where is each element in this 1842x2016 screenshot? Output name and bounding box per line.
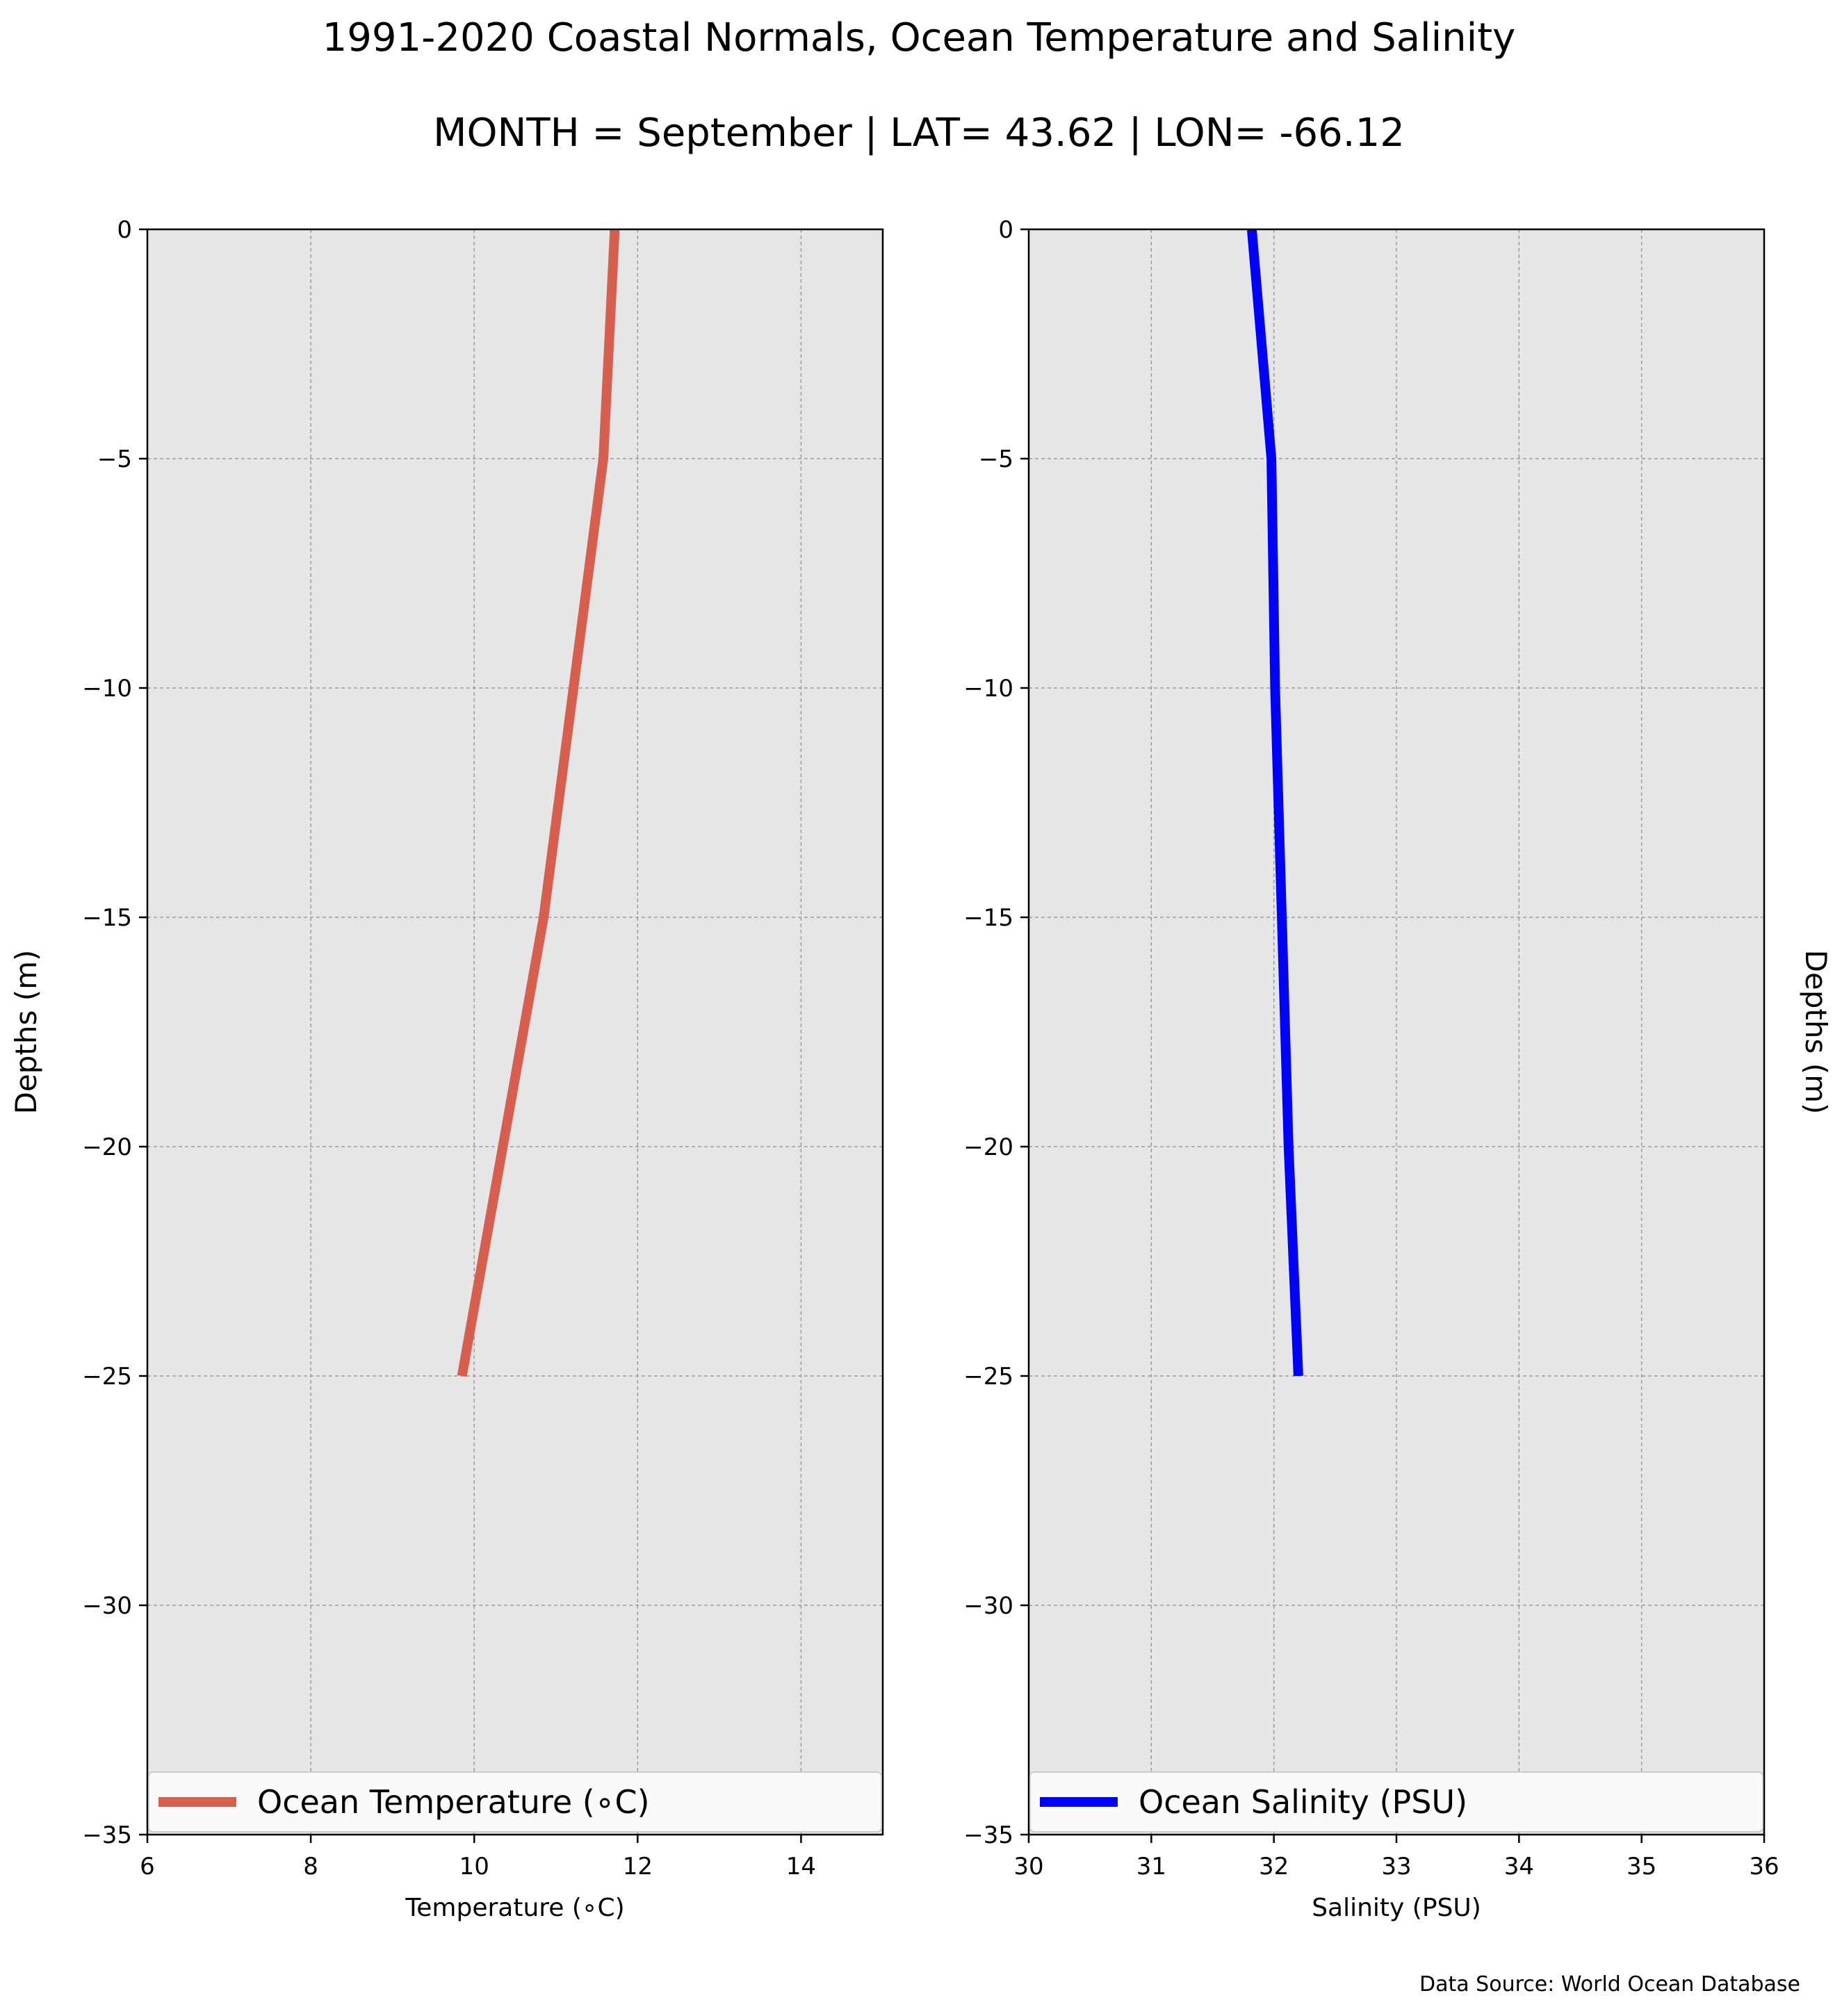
y-tick-label: −30 [82, 1592, 132, 1620]
chart-panel-2: 30 31 32 33 34 35 36 0 −5 −10 −15 −20 −25 −30 −35 Salin… [963, 216, 1833, 1922]
y-tick-label: −20 [82, 1133, 132, 1161]
plot-area [147, 229, 883, 1835]
x-tick-label: 10 [459, 1853, 489, 1880]
x-axis-label: Salinity (PSU) [1312, 1894, 1481, 1922]
x-tick-label: 12 [623, 1853, 653, 1880]
x-tick-label: 6 [140, 1853, 155, 1880]
y-tick-label: −35 [82, 1821, 132, 1849]
y-tick-label: −15 [963, 904, 1013, 932]
x-tick-label: 14 [786, 1853, 816, 1880]
y-tick-label: −5 [97, 445, 132, 473]
y-tick-label: −25 [963, 1363, 1013, 1391]
data-source-note: Data Source: World Ocean Database [1419, 1972, 1800, 1997]
legend-label: Ocean Temperature (∘C) [257, 1783, 650, 1821]
legend-label: Ocean Salinity (PSU) [1139, 1783, 1467, 1821]
y-tick-label: 0 [998, 216, 1013, 244]
axes-frame [146, 228, 884, 1836]
x-tick-label: 32 [1259, 1853, 1289, 1880]
figure-subtitle: MONTH = September | LAT= 43.62 | LON= -6… [433, 110, 1405, 156]
legend-box [1029, 1771, 1763, 1833]
y-tick-label: −10 [963, 675, 1013, 703]
chart-panel-1: 6 8 10 12 14 0 −5 −10 −15 −20 −25 −30 −35 Temperature… [9, 216, 884, 1922]
y-tick-label: −15 [82, 904, 132, 932]
y-tick-label: −10 [82, 675, 132, 703]
legend-box [148, 1771, 882, 1833]
x-tick-label: 30 [1013, 1853, 1043, 1880]
y-tick-label: −20 [963, 1133, 1013, 1161]
y-tick-label: −30 [963, 1592, 1013, 1620]
y-tick-label: −5 [979, 445, 1013, 473]
x-tick-label: 36 [1749, 1853, 1779, 1880]
legend: Ocean Temperature (∘C) [148, 1771, 882, 1833]
y-tick-label: −35 [963, 1821, 1013, 1849]
legend: Ocean Salinity (PSU) [1029, 1771, 1763, 1833]
x-axis-label: Temperature (∘C) [405, 1894, 624, 1922]
y-tick-label: 0 [117, 216, 132, 244]
figure-title: 1991-2020 Coastal Normals, Ocean Tempera… [323, 15, 1516, 60]
y-axis-label: Depths (m) [9, 950, 43, 1115]
x-tick-label: 33 [1381, 1853, 1411, 1880]
x-tick-label: 31 [1136, 1853, 1166, 1880]
y-tick-label: −25 [82, 1363, 132, 1391]
x-tick-label: 8 [303, 1853, 318, 1880]
x-tick-label: 35 [1627, 1853, 1656, 1880]
y-axis-label: Depths (m) [1799, 950, 1833, 1115]
chart-panels: 6 8 10 12 14 0 −5 −10 −15 −20 −25 −30 −35 Temperature… [9, 216, 1833, 1922]
x-tick-label: 34 [1504, 1853, 1534, 1880]
